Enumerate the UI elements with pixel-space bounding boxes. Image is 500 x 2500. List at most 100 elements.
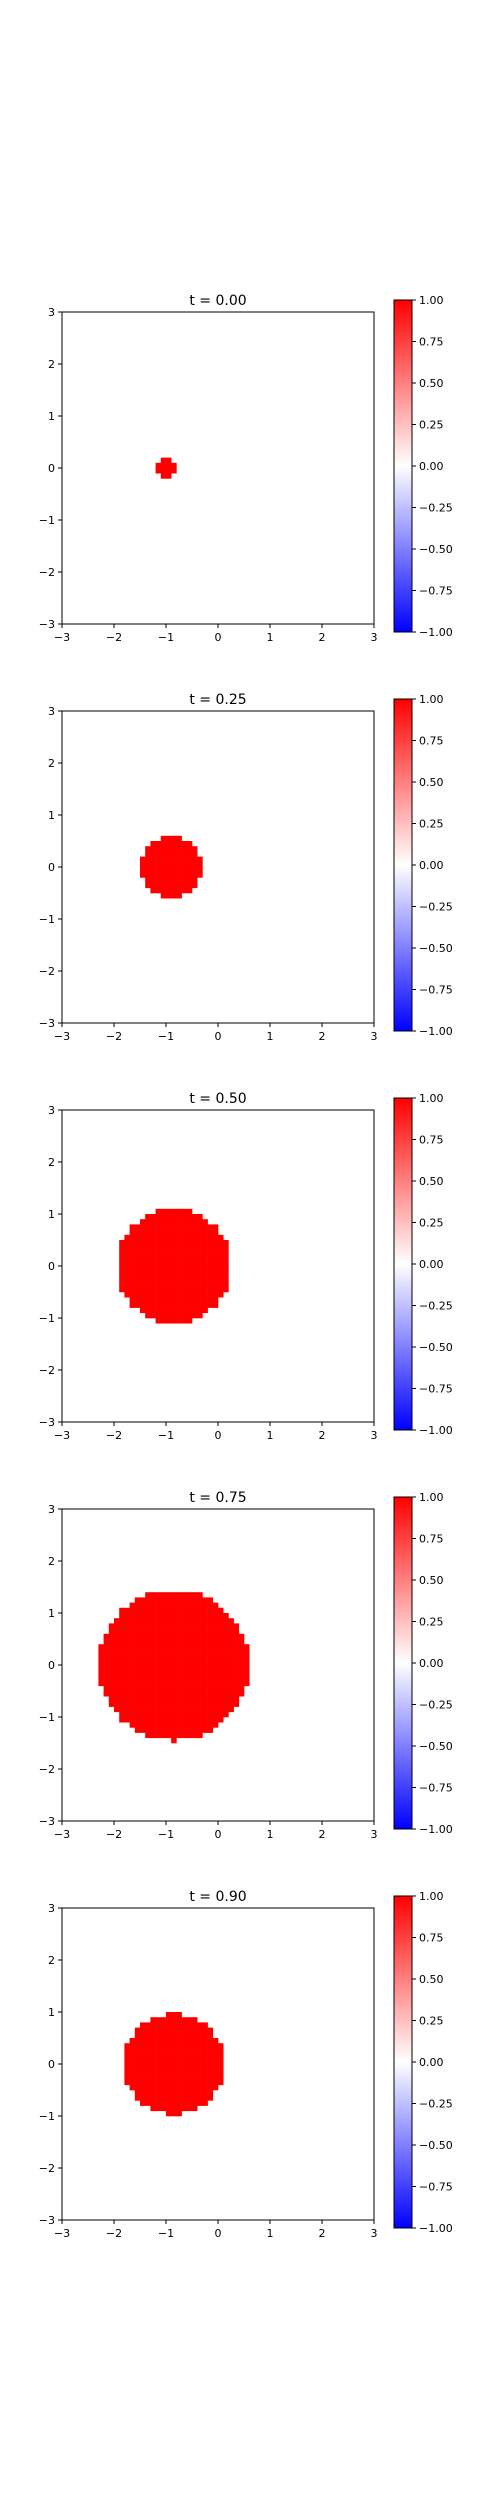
heatmap-cell [124,2053,130,2060]
heatmap-cell [192,1250,198,1256]
heatmap-cell [207,1602,214,1609]
heatmap-cell [181,1208,188,1215]
heatmap-cell [171,1312,177,1319]
heatmap-cell [212,2038,219,2044]
heatmap-cell [119,1659,125,1666]
heatmap-cell [155,1691,162,1697]
heatmap-cell [145,2027,151,2034]
x-tick-label: 0 [215,1429,222,1442]
heatmap-cell [155,1717,162,1723]
heatmap-cell [218,2058,224,2065]
heatmap-cell [186,851,193,857]
y-tick-label: −3 [39,618,55,631]
heatmap-cell [212,1659,219,1666]
heatmap-cell [150,1654,156,1661]
heatmap-cell [202,1659,208,1666]
heatmap-cell [134,1706,141,1713]
heatmap-cell [192,1618,198,1624]
heatmap-cell [202,1717,208,1723]
heatmap-cell [197,1654,203,1661]
heatmap-cell [186,2048,193,2054]
heatmap-cell [207,2064,214,2070]
heatmap-cell [150,1292,156,1298]
heatmap-cell [176,2100,182,2106]
heatmap-cell [171,1219,177,1225]
heatmap-cell [176,1644,182,1650]
x-tick-label: 3 [371,1030,378,1043]
heatmap-cell [223,1680,229,1687]
heatmap-cell [212,1722,219,1728]
heatmap-cell [192,1292,198,1298]
heatmap-cell [186,1675,193,1681]
heatmap-cell [150,1659,156,1666]
heatmap-cell [233,1639,240,1645]
heatmap-cell [223,1618,229,1624]
heatmap-cell [218,1659,224,1666]
heatmap-cell [160,846,167,852]
colorbar-tick-label: 0.75 [419,336,444,349]
heatmap-cell [233,1675,240,1681]
heatmap-cell [145,1229,151,1236]
x-tick-label: 1 [267,1429,274,1442]
heatmap-cell [202,2095,208,2101]
heatmap-cell [244,1659,250,1666]
heatmap-cell [176,1214,182,1220]
heatmap-cell [124,1255,130,1262]
heatmap-cell [145,1307,151,1314]
heatmap-cell [134,1659,141,1666]
heatmap-cell [155,1670,162,1676]
heatmap-cell [140,1302,146,1308]
heatmap-cell [124,1711,130,1718]
colorbar-tick-label: −0.25 [419,901,453,914]
heatmap-cell [197,1665,203,1671]
heatmap-cell [124,1240,130,1246]
heatmap-cell [155,1665,162,1671]
heatmap-cell [186,2038,193,2044]
heatmap-cell [140,1691,146,1697]
heatmap-cell [129,1659,136,1666]
heatmap-cell [160,1628,167,1635]
heatmap-cell [129,2058,136,2065]
heatmap-cell [212,1665,219,1671]
heatmap-cell [166,1250,172,1256]
heatmap-cell [197,2058,203,2065]
heatmap-cell [129,2064,136,2070]
colorbar-tick-label: −0.50 [419,1341,453,1354]
heatmap-cell [166,1271,172,1277]
heatmap-cell [160,1618,167,1624]
colorbar-tick-label: 1.00 [419,1092,444,1105]
heatmap-cell [202,1633,208,1640]
heatmap-cell [171,1691,177,1697]
heatmap-cell [134,1711,141,1718]
heatmap-cell [181,2043,188,2049]
heatmap-cell [171,1722,177,1728]
heatmap-cell [186,2064,193,2070]
heatmap-cell [150,1597,156,1603]
heatmap-cell [155,1633,162,1640]
heatmap-cell [119,1717,125,1723]
heatmap-cell [155,2022,162,2028]
heatmap-cell [160,1644,167,1650]
y-tick-label: 3 [48,1104,55,1117]
heatmap-cell [134,1255,141,1262]
heatmap-cell [186,846,193,852]
heatmap-cell [192,1659,198,1666]
heatmap-cell [207,2043,214,2049]
y-tick-label: −3 [39,2214,55,2227]
heatmap-cell [134,2069,141,2075]
heatmap-cell [129,1722,136,1728]
heatmap-cell [166,1255,172,1262]
heatmap-cell [218,1717,224,1723]
heatmap-cell [181,1644,188,1650]
heatmap-cell [155,1307,162,1314]
heatmap-cell [140,1696,146,1702]
heatmap-cell [228,1670,234,1676]
heatmap-cell [140,1229,146,1236]
heatmap-cell [150,2058,156,2065]
heatmap-cell [181,846,188,852]
heatmap-cell [171,2084,177,2091]
heatmap-cell [140,2090,146,2096]
heatmap-cell [150,1680,156,1687]
heatmap-cell [223,1665,229,1671]
heatmap-cell [150,1670,156,1676]
